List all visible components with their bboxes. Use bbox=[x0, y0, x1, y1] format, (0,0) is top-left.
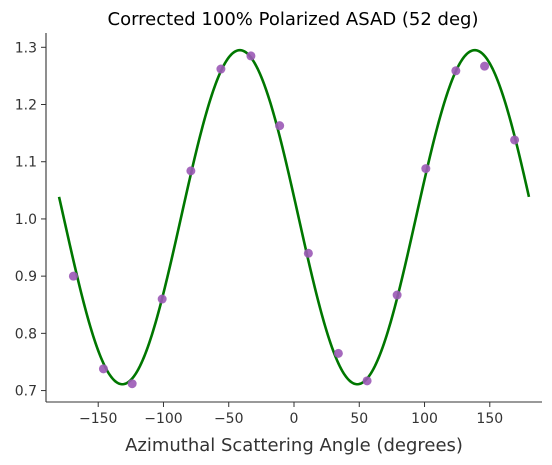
data-point bbox=[157, 294, 167, 304]
x-tick-label: 50 bbox=[350, 411, 368, 427]
x-tick-label: −150 bbox=[79, 411, 117, 427]
y-tick-label: 1.3 bbox=[15, 40, 37, 56]
data-point bbox=[246, 51, 256, 61]
fit-curve-line bbox=[57, 48, 531, 386]
data-point bbox=[510, 135, 520, 145]
chart-title: Corrected 100% Polarized ASAD (52 deg) bbox=[108, 9, 479, 30]
x-tick-label: −100 bbox=[144, 411, 182, 427]
data-point bbox=[68, 271, 78, 281]
data-point bbox=[392, 290, 402, 300]
x-tick-label: −50 bbox=[214, 411, 244, 427]
y-tick-label: 0.9 bbox=[15, 269, 37, 285]
data-point bbox=[216, 64, 226, 74]
y-tick-label: 1.1 bbox=[15, 155, 37, 171]
x-tick-label: 0 bbox=[290, 411, 299, 427]
x-axis-title: Azimuthal Scattering Angle (degrees) bbox=[125, 435, 463, 456]
data-point bbox=[421, 164, 431, 174]
y-tick-label: 1.0 bbox=[15, 212, 37, 228]
plot-area: −150 −100 −50 0 50 100 150 0.7 0.8 0.9 1.0 1.1 1.2 1.… bbox=[15, 33, 542, 427]
y-tick-label: 1.2 bbox=[15, 98, 37, 114]
data-point bbox=[480, 61, 490, 71]
data-point bbox=[186, 166, 196, 176]
data-point bbox=[451, 66, 461, 76]
x-tick-label: 100 bbox=[411, 411, 438, 427]
data-point bbox=[127, 379, 137, 389]
data-point bbox=[303, 248, 313, 258]
data-point bbox=[333, 348, 343, 358]
y-tick-label: 0.7 bbox=[15, 384, 37, 400]
data-point bbox=[362, 376, 372, 386]
y-tick-label: 0.8 bbox=[15, 326, 37, 342]
x-tick-label: 150 bbox=[476, 411, 503, 427]
data-point bbox=[98, 364, 108, 374]
data-point bbox=[275, 121, 285, 131]
